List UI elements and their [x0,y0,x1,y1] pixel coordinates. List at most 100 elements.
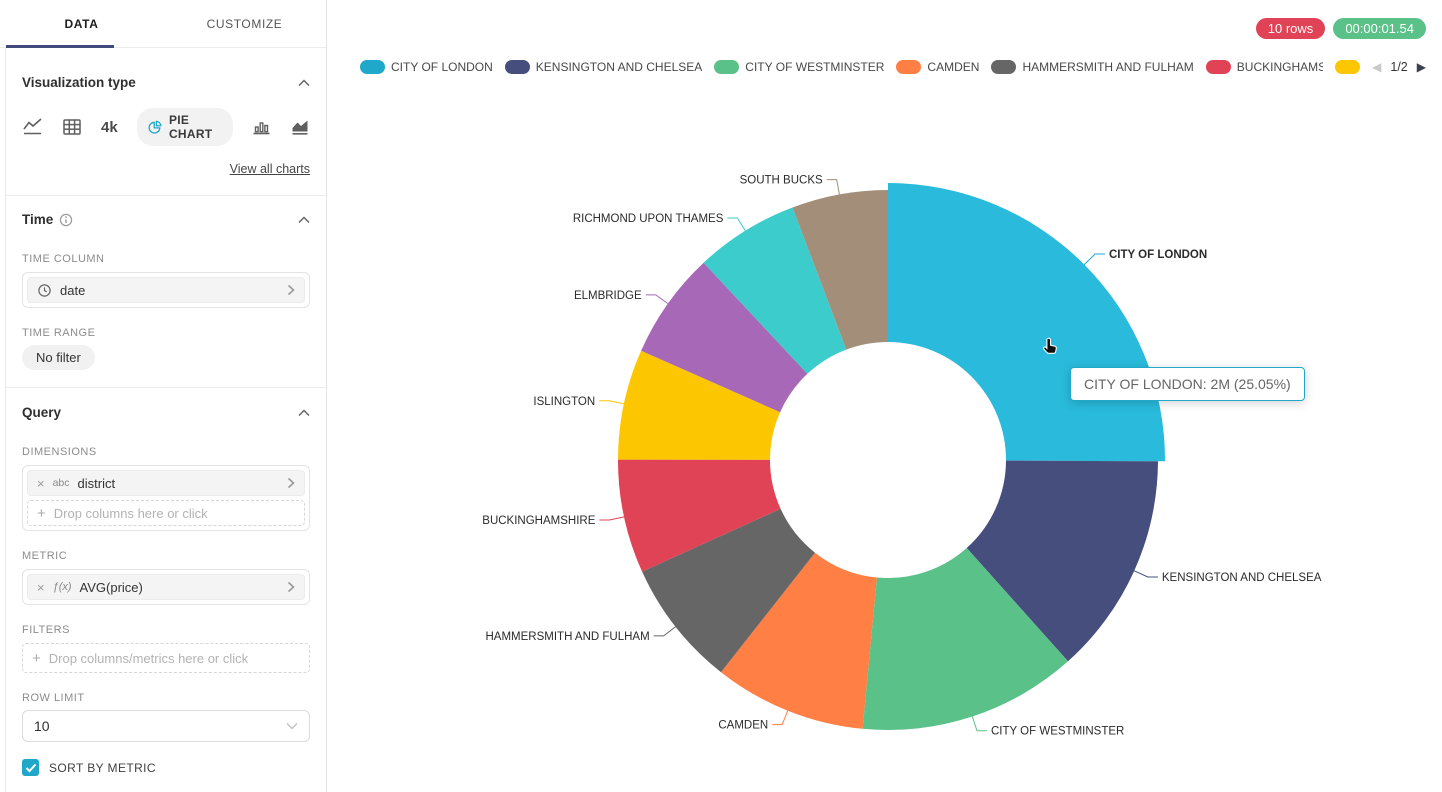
view-all-charts-link[interactable]: View all charts [229,162,310,176]
pie-slice-label: CITY OF WESTMINSTER [991,726,1124,738]
view-all-charts-wrap: View all charts [22,160,310,178]
viz-type-section-header: Visualization type [22,75,310,90]
function-tag: ƒ(x) [52,581,72,593]
chevron-down-icon [286,722,298,730]
caret-right-icon[interactable] [287,284,295,296]
legend-label: CITY OF LONDON [391,60,493,74]
tab-customize[interactable]: CUSTOMIZE [206,16,283,31]
legend-item-camden[interactable]: CAMDEN [896,60,979,74]
pie-slice-buckinghamshire[interactable] [617,459,781,572]
legend-swatch [504,60,530,74]
legend-swatch [896,60,922,74]
pie-slice-islington[interactable] [618,350,781,460]
legend-item-city-of-london[interactable]: CITY OF LONDON [360,60,493,74]
clock-icon [38,283,51,297]
viz-type-title: Visualization type [22,75,136,90]
dimensions-field: × abc district + Drop columns here or cl… [22,465,310,531]
legend-swatch [360,60,385,74]
remove-icon[interactable]: × [37,475,45,491]
query-title: Query [22,405,62,420]
legend-prev-arrow-icon[interactable]: ◀ [1372,60,1382,74]
line-chart-icon[interactable] [22,117,43,137]
time-range-label: TIME RANGE [22,327,96,339]
plus-icon: + [37,504,46,522]
chart-panel: 10 rows 00:00:01.54 CITY OF LONDON KENSIN… [327,0,1442,792]
pie-slice-kensington-and-chelsea[interactable] [966,460,1158,662]
collapse-chevron-up-icon[interactable] [298,78,310,87]
legend-swatch [991,60,1017,74]
panel-resize-divider[interactable] [5,48,6,792]
pie-slice-label: ELMBRIDGE [574,290,642,302]
pie-slice-label: HAMMERSMITH AND FULHAM [485,631,649,643]
tab-data[interactable]: DATA [64,16,99,31]
time-column-value: date [60,282,86,298]
dimension-pill-district[interactable]: × abc district [27,470,305,496]
pie-label-line [1133,570,1158,578]
caret-right-icon[interactable] [287,477,295,489]
tooltip-text: CITY OF LONDON: 2M (25.05%) [1084,376,1291,392]
pie-slice-camden[interactable] [721,552,877,729]
pie-slice-elmbridge[interactable] [641,262,808,413]
section-divider [5,387,326,388]
area-chart-icon[interactable] [290,117,310,137]
legend-page-indicator: 1/2 [1390,60,1408,74]
pie-label-line [599,400,625,405]
row-limit-value: 10 [34,718,50,734]
dimensions-label: DIMENSIONS [22,446,97,458]
dimensions-drop-zone[interactable]: + Drop columns here or click [27,500,305,526]
pie-slice-label: CAMDEN [718,720,768,732]
remove-icon[interactable]: × [37,579,45,595]
control-tabs: DATA CUSTOMIZE [0,0,326,48]
caret-right-icon[interactable] [287,581,295,593]
filters-placeholder: Drop columns/metrics here or click [48,650,249,666]
control-panel: DATA CUSTOMIZE Visualization type [0,0,327,792]
table-icon[interactable] [62,117,82,137]
legend-swatch [1205,60,1231,74]
pie-slice-city-of-westminster[interactable] [862,548,1068,731]
control-sections: Visualization type 4k [0,75,326,776]
legend-item-hammersmith-and-fulham[interactable]: HAMMERSMITH AND FULHAM [991,60,1194,74]
bar-chart-icon[interactable] [252,117,271,137]
plus-icon: + [32,649,41,667]
collapse-chevron-up-icon[interactable] [298,215,310,224]
pie-slice-label: KENSINGTON AND CHELSEA [1162,572,1322,584]
row-limit-select[interactable]: 10 [22,710,310,742]
legend-item-kensington-and-chelsea[interactable]: KENSINGTON AND CHELSEA [504,60,702,74]
query-duration-badge: 00:00:01.54 [1333,18,1426,39]
info-icon[interactable] [59,213,73,227]
pie-slice-city-of-london[interactable] [888,183,1166,462]
legend-label: BUCKINGHAMSHIRE [1236,60,1324,74]
time-column-field: date [22,272,310,308]
pie-slice-hammersmith-and-fulham[interactable] [642,508,815,673]
filters-drop-zone[interactable]: + Drop columns/metrics here or click [22,643,310,673]
legend: CITY OF LONDON KENSINGTON AND CHELSEA CITY… [360,56,1426,78]
legend-item-city-of-westminster[interactable]: CITY OF WESTMINSTER [714,60,884,74]
pie-label-line [772,710,789,726]
pie-chart-icon [148,120,162,134]
time-column-label: TIME COLUMN [22,253,105,265]
sort-by-metric-checkbox[interactable] [22,759,39,776]
legend-overflow-swatch[interactable] [1335,60,1361,74]
filters-label: FILTERS [22,624,70,636]
pie-slice-label: ISLINGTON [533,396,595,408]
legend-item-buckinghamshire[interactable]: BUCKINGHAMSHIRE [1205,60,1324,74]
legend-pagination: ◀ 1/2 ▶ [1372,60,1426,74]
time-title: Time [22,212,54,227]
metric-label: METRIC [22,550,68,562]
viz-selected-pie-chart[interactable]: PIE CHART [136,108,233,146]
collapse-chevron-up-icon[interactable] [298,408,310,417]
pie-slice-south-bucks[interactable] [792,190,889,350]
row-count-badge: 10 rows [1255,18,1326,39]
pie-slice-richmond-upon-thames[interactable] [703,207,847,374]
chart-tooltip: CITY OF LONDON: 2M (25.05%) [1070,367,1305,401]
sort-by-metric-label: SORT BY METRIC [49,760,156,775]
legend-next-arrow-icon[interactable]: ▶ [1416,60,1426,74]
metric-field: × ƒ(x) AVG(price) [22,569,310,605]
legend-label: CITY OF WESTMINSTER [745,60,885,74]
pie-label-line [645,294,669,305]
pie-label-line [653,626,676,637]
metric-pill-avg-price[interactable]: × ƒ(x) AVG(price) [27,574,305,600]
time-column-pill[interactable]: date [27,277,305,303]
big-number-icon[interactable]: 4k [101,118,118,136]
time-range-value[interactable]: No filter [22,345,95,370]
